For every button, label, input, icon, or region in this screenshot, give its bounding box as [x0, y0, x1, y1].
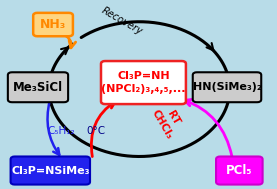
- FancyBboxPatch shape: [216, 156, 263, 185]
- Text: Cl₃P=NSiMe₃: Cl₃P=NSiMe₃: [11, 166, 89, 176]
- Text: PCl₅: PCl₅: [226, 164, 253, 177]
- FancyBboxPatch shape: [193, 72, 261, 102]
- Text: Recovery: Recovery: [99, 5, 144, 36]
- Text: CHCl₃: CHCl₃: [150, 108, 175, 141]
- FancyBboxPatch shape: [8, 72, 68, 102]
- Text: C₅H₁₂: C₅H₁₂: [47, 126, 75, 136]
- FancyBboxPatch shape: [11, 156, 90, 185]
- Text: RT: RT: [166, 109, 182, 127]
- Text: HN(SiMe₃)₂: HN(SiMe₃)₂: [193, 82, 261, 92]
- Text: Cl₃P=NH
(NPCl₂)₃,₄,₅,...: Cl₃P=NH (NPCl₂)₃,₄,₅,...: [101, 71, 186, 94]
- FancyBboxPatch shape: [33, 13, 73, 36]
- Text: Me₃SiCl: Me₃SiCl: [13, 81, 63, 94]
- FancyBboxPatch shape: [101, 61, 186, 104]
- Text: 0°C: 0°C: [86, 126, 105, 136]
- Text: NH₃: NH₃: [40, 18, 66, 31]
